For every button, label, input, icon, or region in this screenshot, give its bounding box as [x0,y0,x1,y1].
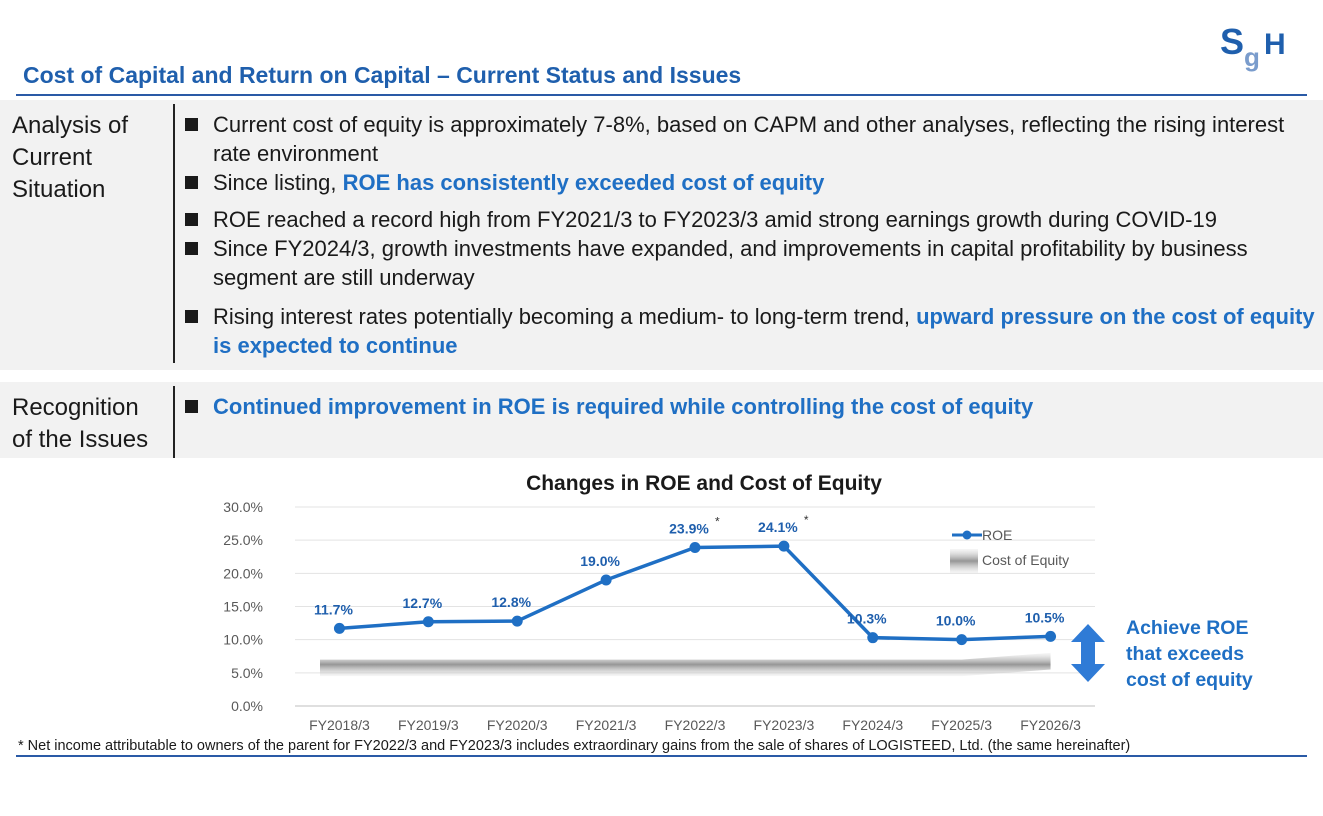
roe-point [689,541,701,553]
cost-of-equity-band [320,652,1051,677]
roe-point [511,615,523,627]
logo-h: H [1264,28,1286,61]
bullet-item: ROE reached a record high from FY2021/3 … [185,205,1315,234]
bullet-square-icon [185,400,198,413]
analysis-label-line: Situation [12,176,106,203]
bullet-text: Rising interest rates potentially becomi… [213,304,917,329]
y-tick-label: 20.0% [223,565,263,581]
bullet-square-icon [185,242,198,255]
analysis-label-line: Current [12,144,93,171]
y-tick-label: 10.0% [223,632,263,648]
achieve-line: Achieve ROE [1126,617,1249,639]
roe-chart: 11.7% 12.7% 12.8% 19.0% 23.9% * 24.1% * 10.3% 10.… [223,499,1095,733]
roe-point [333,622,345,634]
legend: ROE Cost of Equity [950,527,1069,573]
legend-coe-label: Cost of Equity [982,552,1069,568]
x-tick-label: FY2023/3 [754,717,815,733]
y-tick-label: 15.0% [223,599,263,615]
data-label: 10.0% [936,613,976,629]
roe-point [867,632,879,644]
bullet-square-icon [185,310,198,323]
issues-label-line: Recognition [12,394,139,421]
x-tick-label: FY2020/3 [487,717,548,733]
data-label: 10.3% [847,611,887,627]
chart-title: Changes in ROE and Cost of Equity [526,472,882,495]
analysis-section [0,100,1323,370]
analysis-label-line: Analysis of [12,112,129,139]
bullet-square-icon [185,118,198,131]
issues-label-line: of the Issues [12,426,149,453]
legend-roe-marker [962,530,972,540]
cost-of-equity-area [320,652,1051,677]
y-tick-label: 5.0% [231,665,263,681]
data-label: 12.8% [491,594,531,610]
data-label: 19.0% [580,553,620,569]
roe-series [333,540,1057,646]
double-arrow-icon [1071,624,1105,682]
bullet-square-icon [185,213,198,226]
x-tick-label: FY2024/3 [842,717,903,733]
page-title: Cost of Capital and Return on Capital – … [23,62,742,88]
data-labels: 11.7% 12.7% 12.8% 19.0% 23.9% * 24.1% * 10.3% 10.… [314,513,1065,629]
logo-s: S [1220,21,1244,62]
bullet-item: Since FY2024/3, growth investments have … [185,234,1315,292]
roe-point [1045,630,1057,642]
bullet-highlight: ROE has consistently exceeded cost of eq… [342,170,825,195]
data-label-asterisk: * [804,513,809,527]
data-label: 10.5% [1025,609,1065,625]
analysis-label: Analysis of Current Situation [12,110,162,206]
bullet-item: Continued improvement in ROE is required… [185,392,1315,421]
roe-point [422,616,434,628]
issues-divider [173,386,175,458]
achieve-annotation: Achieve ROE that exceeds cost of equity [1126,615,1286,693]
x-tick-label: FY2019/3 [398,717,459,733]
x-tick-label: FY2026/3 [1020,717,1081,733]
issues-label: Recognition of the Issues [12,392,172,456]
company-logo: S g H [1220,21,1286,72]
y-tick-label: 30.0% [223,499,263,515]
bullet-square-icon [185,176,198,189]
issues-bullet-text: Continued improvement in ROE is required… [213,394,1034,419]
bullet-item: Since listing, ROE has consistently exce… [185,168,1315,197]
data-label: 23.9% [669,520,709,536]
data-label: 12.7% [402,595,442,611]
x-tick-label: FY2021/3 [576,717,637,733]
bottom-divider [16,755,1307,757]
data-label-asterisk: * [715,514,720,528]
roe-point [600,574,612,586]
bullet-text: ROE reached a record high from FY2021/3 … [213,207,1217,232]
data-label: 24.1% [758,519,798,535]
analysis-divider [173,104,175,363]
bullet-text: Current cost of equity is approximately … [213,112,1285,166]
bullet-text: Since FY2024/3, growth investments have … [213,236,1248,290]
issues-section [0,382,1323,458]
y-tick-label: 0.0% [231,698,263,714]
bullet-highlight: upward pressure on the cost of equity is… [213,304,1315,358]
axes: 0.0% 5.0% 10.0% 15.0% 20.0% 25.0% 30.0% FY2018/… [223,499,1081,733]
bullet-item: Current cost of equity is approximately … [185,110,1315,168]
x-tick-label: FY2025/3 [931,717,992,733]
achieve-line: that exceeds [1126,643,1245,665]
x-tick-label: FY2018/3 [309,717,370,733]
footnote: * Net income attributable to owners of t… [18,738,1131,754]
bullet-item: Rising interest rates potentially becomi… [185,302,1315,360]
roe-point [956,634,968,646]
x-tick-label: FY2022/3 [665,717,726,733]
bullet-text: Since listing, [213,170,343,195]
legend-roe-label: ROE [982,527,1012,543]
legend-coe-swatch [950,549,978,573]
roe-point [778,540,790,552]
data-label: 11.7% [314,601,353,617]
logo-g: g [1244,42,1260,72]
achieve-line: cost of equity [1126,669,1253,691]
y-tick-label: 25.0% [223,532,263,548]
title-divider [16,94,1307,96]
